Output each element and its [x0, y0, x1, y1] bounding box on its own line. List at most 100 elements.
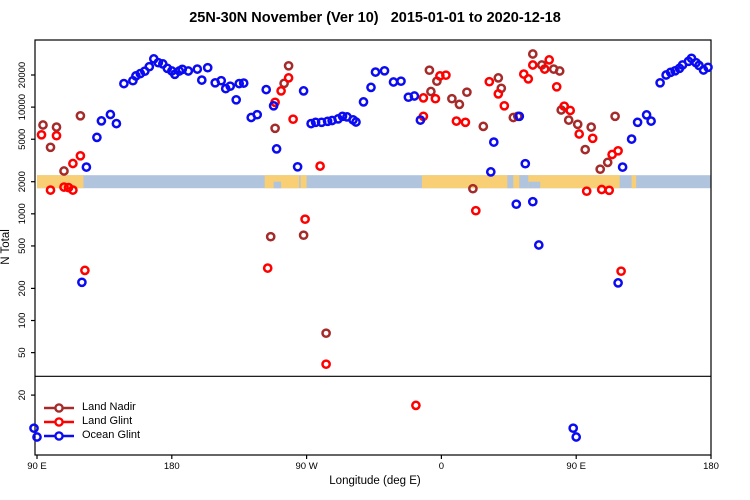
y-tick-label: 20 — [17, 390, 28, 401]
point-land-glint — [499, 100, 510, 111]
point-land-glint — [581, 186, 592, 197]
point-ocean-glint — [32, 432, 42, 442]
chart-title: 25N-30N November (Ver 10) 2015-01-01 to … — [189, 10, 561, 26]
point-ocean-glint — [292, 161, 303, 172]
point-land-nadir — [454, 99, 465, 110]
legend: Land Nadir Land Glint Ocean Glint — [44, 401, 140, 442]
map-band-land — [264, 175, 300, 189]
y-tick-label: 5000 — [17, 129, 28, 150]
point-land-glint — [539, 64, 550, 74]
point-land-nadir — [563, 115, 574, 125]
point-land-glint — [460, 117, 471, 128]
point-ocean-glint — [613, 278, 623, 288]
point-land-glint — [80, 265, 90, 276]
point-land-glint — [574, 129, 585, 139]
point-ocean-glint — [153, 57, 164, 68]
y-tick-label: 200 — [17, 280, 28, 296]
point-ocean-glint — [409, 91, 420, 101]
ocean-glint-marker-icon — [44, 430, 74, 441]
point-ocean-glint — [196, 75, 207, 85]
point-land-glint — [527, 60, 538, 70]
x-tick-label: 90 W — [296, 461, 318, 472]
point-ocean-glint — [366, 82, 376, 93]
land-glint-marker-icon — [44, 416, 74, 427]
point-ocean-glint — [337, 111, 348, 122]
y-tick-label: 500 — [17, 238, 28, 254]
point-ocean-glint — [571, 432, 582, 442]
point-land-nadir — [265, 231, 276, 242]
point-land-nadir — [75, 110, 86, 121]
point-land-glint — [59, 182, 69, 192]
point-ocean-glint — [271, 144, 282, 154]
point-ocean-glint — [488, 137, 499, 147]
point-ocean-glint — [665, 67, 676, 78]
x-tick-label: 180 — [164, 461, 180, 472]
point-land-glint — [604, 185, 615, 196]
point-ocean-glint — [81, 162, 92, 172]
map-band-ocean-inlet — [507, 175, 514, 189]
x-tick-label: 0 — [439, 461, 444, 472]
point-land-nadir — [468, 183, 478, 194]
point-ocean-glint — [485, 167, 496, 177]
point-land-glint — [451, 116, 462, 126]
point-land-nadir — [610, 111, 620, 122]
point-land-nadir — [595, 164, 606, 175]
point-ocean-glint — [111, 118, 122, 129]
y-tick-label: 1000 — [17, 203, 28, 224]
point-ocean-glint — [238, 78, 249, 88]
map-band-ocean-inlet — [528, 181, 541, 189]
point-land-glint — [551, 81, 562, 92]
point-land-glint — [430, 93, 441, 104]
point-land-nadir — [279, 78, 289, 89]
point-land-glint — [75, 150, 86, 161]
point-land-nadir — [527, 49, 538, 59]
map-band-land — [631, 175, 637, 189]
point-ocean-glint — [252, 109, 263, 120]
point-land-glint — [36, 129, 47, 140]
point-ocean-glint — [533, 240, 544, 250]
point-ocean-glint — [358, 97, 369, 107]
point-ocean-glint — [144, 61, 155, 72]
y-tick-label: 20000 — [17, 62, 28, 88]
point-ocean-glint — [234, 78, 245, 89]
land-nadir-marker-icon — [44, 402, 74, 413]
point-land-nadir — [321, 328, 331, 339]
point-ocean-glint — [632, 117, 643, 128]
point-land-nadir — [424, 65, 435, 76]
point-ocean-glint — [105, 109, 116, 120]
y-tick-label: 50 — [17, 347, 28, 358]
point-ocean-glint — [388, 77, 399, 87]
point-land-glint — [300, 214, 310, 225]
point-land-glint — [484, 76, 495, 87]
x-tick-label: 180 — [703, 461, 719, 472]
point-land-glint — [596, 184, 607, 195]
y-tick-label: 10000 — [17, 94, 28, 120]
point-ocean-glint — [415, 115, 426, 125]
point-ocean-glint — [646, 116, 656, 126]
point-ocean-glint — [514, 111, 525, 122]
point-land-glint — [418, 93, 429, 103]
point-ocean-glint — [520, 158, 531, 169]
point-land-glint — [559, 101, 570, 112]
point-ocean-glint — [641, 110, 652, 120]
point-land-nadir — [447, 93, 457, 104]
point-land-glint — [411, 400, 421, 411]
point-land-glint — [315, 161, 325, 171]
point-land-nadir — [586, 122, 597, 132]
point-ocean-glint — [527, 196, 538, 207]
point-land-nadir — [59, 166, 69, 176]
point-ocean-glint — [225, 81, 236, 92]
point-ocean-glint — [617, 162, 628, 172]
point-ocean-glint — [306, 118, 316, 129]
x-tick-label: 90 E — [27, 461, 47, 472]
point-land-glint — [45, 185, 56, 195]
point-land-nadir — [270, 123, 280, 134]
point-land-nadir — [298, 230, 309, 241]
point-ocean-glint — [703, 62, 713, 73]
point-ocean-glint — [568, 423, 579, 434]
point-ocean-glint — [192, 64, 203, 74]
plot-box — [34, 39, 712, 456]
point-land-glint — [441, 70, 451, 81]
point-land-nadir — [580, 144, 591, 155]
